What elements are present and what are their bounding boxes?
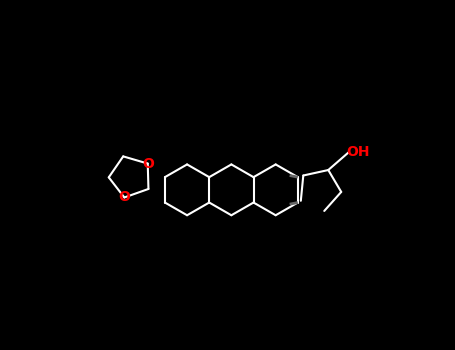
Text: O: O	[142, 156, 154, 170]
Text: O: O	[118, 190, 130, 204]
Text: OH: OH	[346, 145, 370, 159]
